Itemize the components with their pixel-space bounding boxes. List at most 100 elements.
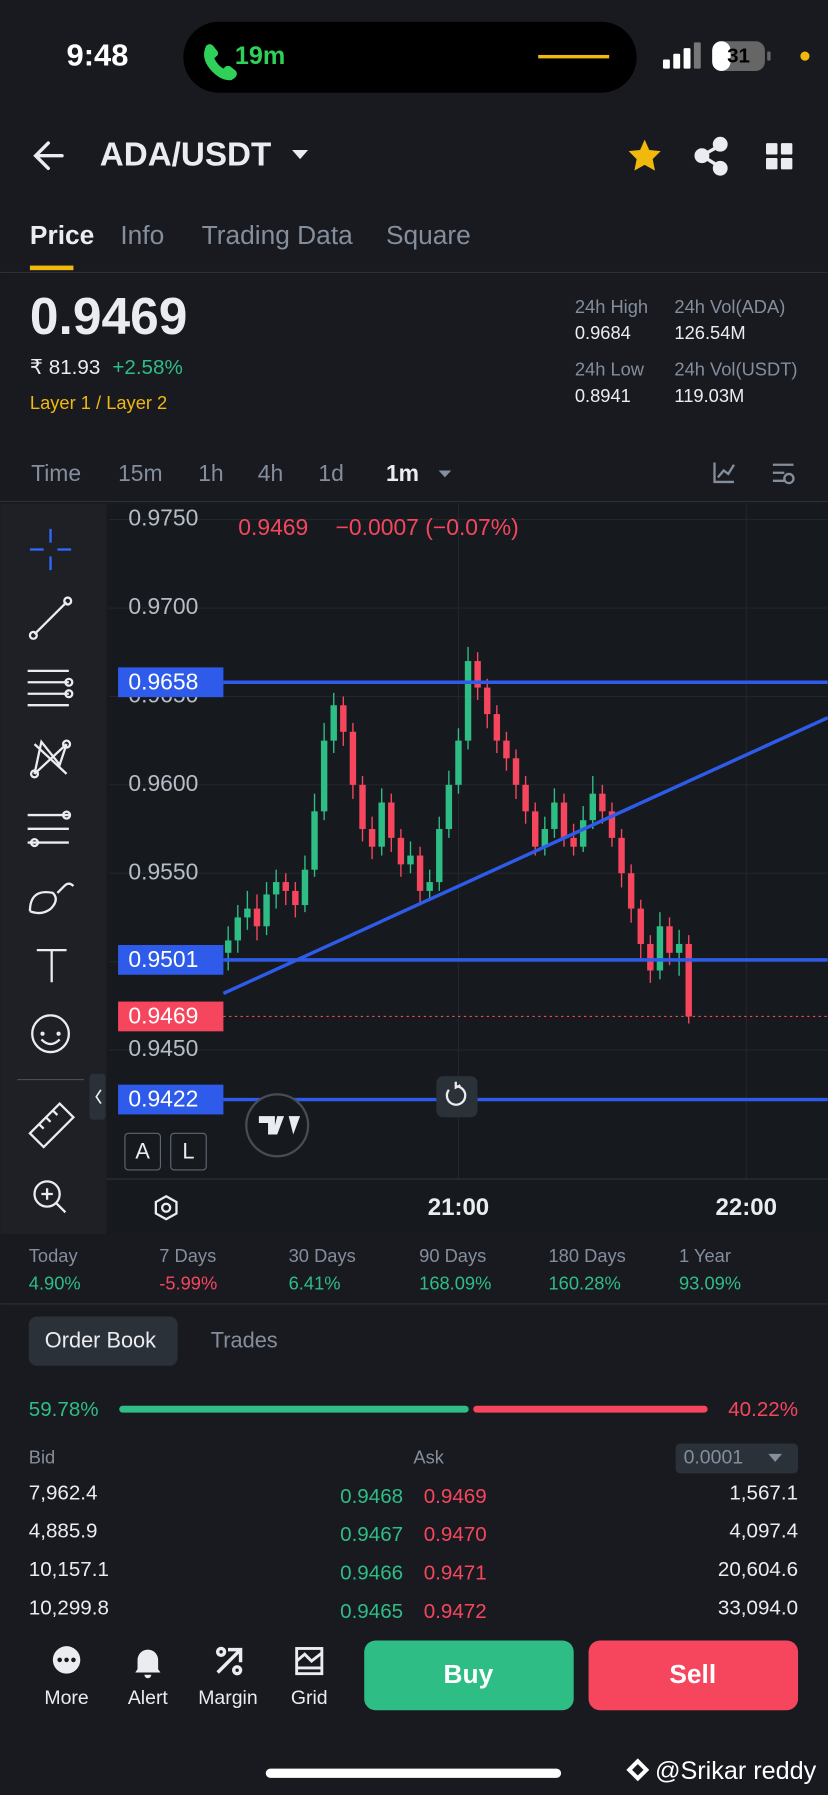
auto-scale-button[interactable] <box>124 1132 162 1171</box>
period-label: 7 Days <box>159 1245 216 1266</box>
candle-body <box>484 687 491 715</box>
period-change: 160.28% <box>549 1272 621 1293</box>
candle-body <box>340 705 347 732</box>
period-label: 90 Days <box>419 1245 486 1266</box>
ask-quantity: 4,097.4 <box>729 1520 798 1543</box>
interval[interactable]: 1h <box>198 460 223 486</box>
margin-icon[interactable] <box>215 1646 243 1676</box>
call-duration: 19m <box>235 42 285 70</box>
candle-body <box>512 758 520 785</box>
candle-body <box>368 829 376 847</box>
candle-body <box>532 811 539 847</box>
log-scale-button[interactable] <box>170 1132 207 1171</box>
reset-button[interactable] <box>436 1076 478 1118</box>
ask-price: 0.9469 <box>424 1485 487 1508</box>
candle-body <box>637 908 644 944</box>
reset-icon <box>445 1081 467 1106</box>
ask-header: Ask <box>413 1446 444 1467</box>
battery-level-text: 31 <box>727 45 750 68</box>
trades-tab[interactable]: Trades <box>211 1327 278 1352</box>
period-change: 4.90% <box>29 1272 81 1293</box>
tv-mark <box>258 1116 301 1135</box>
action-label[interactable]: Grid <box>291 1687 328 1709</box>
candle-body <box>647 943 654 971</box>
ask-ratio: 40.22% <box>728 1398 798 1421</box>
candle-body <box>272 882 280 895</box>
pair-title[interactable]: ADA/USDT <box>100 137 271 174</box>
y-tick-label: 0.9700 <box>128 593 198 619</box>
grid <box>106 503 828 1180</box>
tools[interactable] <box>27 596 76 1214</box>
settings-button[interactable] <box>772 463 795 485</box>
icon-dot <box>40 1031 45 1036</box>
watermark: @Srikar reddy <box>655 1757 817 1785</box>
tab[interactable]: Price <box>30 220 94 250</box>
pair-dropdown[interactable] <box>292 149 309 160</box>
alert-icon[interactable] <box>135 1649 161 1679</box>
stat-label: 24h High <box>575 296 648 317</box>
labels: 0.97500.97000.96500.96000.95500.95000.94… <box>118 505 777 1221</box>
price-line-label-bg <box>118 1084 224 1115</box>
call-icon <box>204 44 237 81</box>
price-line-label-bg <box>118 667 224 698</box>
interval[interactable]: 4h <box>258 460 283 486</box>
candle-body <box>589 793 596 821</box>
tab[interactable]: Trading Data <box>202 220 353 250</box>
action-label[interactable]: Alert <box>128 1687 169 1709</box>
period-label: 30 Days <box>289 1245 356 1266</box>
buy-label: Buy <box>444 1659 494 1689</box>
bid-quantity: 10,157.1 <box>29 1558 109 1581</box>
bid-price: 0.9468 <box>340 1485 403 1508</box>
candle-body <box>311 811 318 870</box>
period-label: 1 Year <box>679 1245 731 1266</box>
crosshair-tool[interactable] <box>29 528 72 571</box>
order-book-tab-label[interactable]: Order Book <box>45 1327 156 1352</box>
x-tick-label: 22:00 <box>716 1194 777 1221</box>
tab[interactable]: Info <box>120 220 164 250</box>
candle-body <box>292 890 299 906</box>
candle-body <box>675 943 683 953</box>
last-price-label-bg <box>118 1001 224 1032</box>
chart-legend-change: −0.0007 (−0.07%) <box>336 514 519 540</box>
price-line-label: 0.9501 <box>128 946 198 972</box>
interval[interactable]: 1m <box>386 460 419 486</box>
precision-select[interactable] <box>675 1443 799 1474</box>
tab[interactable]: Square <box>386 220 471 250</box>
ask-price: 0.9471 <box>424 1561 487 1584</box>
precision-arrow <box>768 1453 783 1462</box>
stat-label: 24h Low <box>575 359 645 380</box>
buy-button[interactable] <box>364 1640 574 1711</box>
order-book-tab[interactable] <box>28 1316 178 1366</box>
candle-body <box>503 740 510 759</box>
sell-button[interactable] <box>588 1640 799 1711</box>
candle-body <box>599 793 606 812</box>
ask-quantity: 1,567.1 <box>729 1481 798 1504</box>
grid-menu[interactable] <box>766 143 793 170</box>
candle-body <box>455 740 462 785</box>
dynamic-island <box>183 21 637 93</box>
candle-body <box>407 855 414 865</box>
interval-dropdown[interactable] <box>438 470 452 478</box>
candle-body <box>627 873 635 909</box>
stat-label: 24h Vol(USDT) <box>674 359 797 380</box>
collapse-toolbar[interactable] <box>89 1073 106 1120</box>
action-label[interactable]: Margin <box>198 1687 257 1709</box>
action-label[interactable]: More <box>44 1687 88 1709</box>
candle-body <box>378 802 385 847</box>
favorite-star[interactable] <box>628 139 661 171</box>
indicator-button[interactable] <box>713 462 735 484</box>
bid-price: 0.9465 <box>340 1600 403 1623</box>
stat-label: 24h Vol(ADA) <box>674 296 785 317</box>
grid-icon[interactable] <box>295 1647 324 1676</box>
interval[interactable]: 1d <box>318 460 343 486</box>
candle-body <box>445 784 453 830</box>
chart-settings[interactable] <box>154 1194 178 1221</box>
candle-body <box>388 802 395 838</box>
interval[interactable]: Time <box>31 460 81 486</box>
candle-body <box>551 802 558 830</box>
share-button[interactable] <box>694 136 728 176</box>
interval[interactable]: 15m <box>118 460 163 486</box>
ask-quantity: 33,094.0 <box>718 1596 798 1619</box>
back-button[interactable] <box>33 141 64 170</box>
